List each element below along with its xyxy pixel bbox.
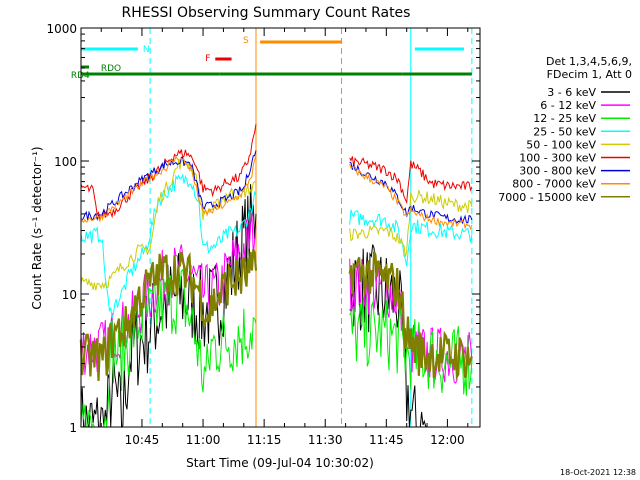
legend-header-line-1: Det 1,3,4,5,6,9, — [546, 55, 632, 68]
series-2-line-segment-1 — [349, 294, 473, 396]
series-3-line-segment-1 — [349, 209, 473, 267]
legend-label-2: 12 - 25 keV — [533, 112, 596, 125]
x-tick-label-5: 12:00 — [430, 433, 465, 447]
series-0-line-segment-1 — [349, 244, 428, 428]
flag-label-f: F — [205, 54, 210, 64]
series-4-line-segment-1 — [349, 189, 473, 257]
y-tick-label-2: 100 — [54, 155, 77, 169]
plot-data-layer: N S F RDO RD4 — [71, 28, 473, 429]
y-tick-label-3: 1000 — [46, 22, 77, 36]
legend-label-3: 25 - 50 keV — [533, 125, 596, 138]
x-tick-label-1: 11:00 — [186, 433, 221, 447]
series-4-line-segment-0 — [80, 156, 257, 291]
legend-label-5: 100 - 300 keV — [519, 152, 596, 165]
legend-label-8: 7000 - 15000 keV — [498, 191, 596, 204]
x-axis-label: Start Time (09-Jul-04 10:30:02) — [186, 456, 374, 470]
x-tick-label-4: 11:45 — [369, 433, 404, 447]
series-7-line-segment-1 — [349, 163, 473, 231]
legend-label-4: 50 - 100 keV — [526, 138, 596, 151]
y-tick-label-0: 1 — [69, 421, 77, 435]
axis-layer: 1 10 100 1000 10:45 11:00 11:15 11:30 11:45 12:00 — [46, 22, 480, 447]
flag-label-rdo: RDO — [101, 64, 121, 74]
series-8-line-segment-0 — [79, 248, 258, 381]
y-tick-label-1: 10 — [62, 288, 77, 302]
x-tick-label-0: 10:45 — [125, 433, 160, 447]
legend-label-7: 800 - 7000 keV — [512, 178, 596, 191]
series-7-line-segment-0 — [80, 154, 257, 224]
series-5-line-segment-0 — [80, 123, 257, 221]
flag-label-n: N — [143, 45, 150, 55]
series-5-line-segment-1 — [349, 156, 473, 205]
series-8-line-segment-1 — [348, 251, 473, 381]
flag-label-s: S — [243, 36, 249, 46]
legend-header-line-2: FDecim 1, Att 0 — [547, 68, 632, 81]
legend: Det 1,3,4,5,6,9, FDecim 1, Att 0 3 - 6 k… — [498, 55, 632, 204]
plot-frame — [80, 27, 481, 428]
series-3-line-segment-0 — [80, 173, 257, 318]
flag-label-rd4: RD4 — [71, 71, 90, 81]
legend-label-1: 6 - 12 keV — [540, 99, 596, 112]
x-tick-label-3: 11:30 — [308, 433, 343, 447]
legend-label-6: 300 - 800 keV — [519, 165, 596, 178]
legend-label-0: 3 - 6 keV — [547, 86, 596, 99]
x-tick-label-2: 11:15 — [247, 433, 282, 447]
chart-title: RHESSI Observing Summary Count Rates — [122, 5, 411, 21]
y-axis-label: Count Rate (s⁻¹ detector⁻¹) — [30, 146, 44, 309]
timestamp-label: 18-Oct-2021 12:38 — [560, 468, 636, 477]
